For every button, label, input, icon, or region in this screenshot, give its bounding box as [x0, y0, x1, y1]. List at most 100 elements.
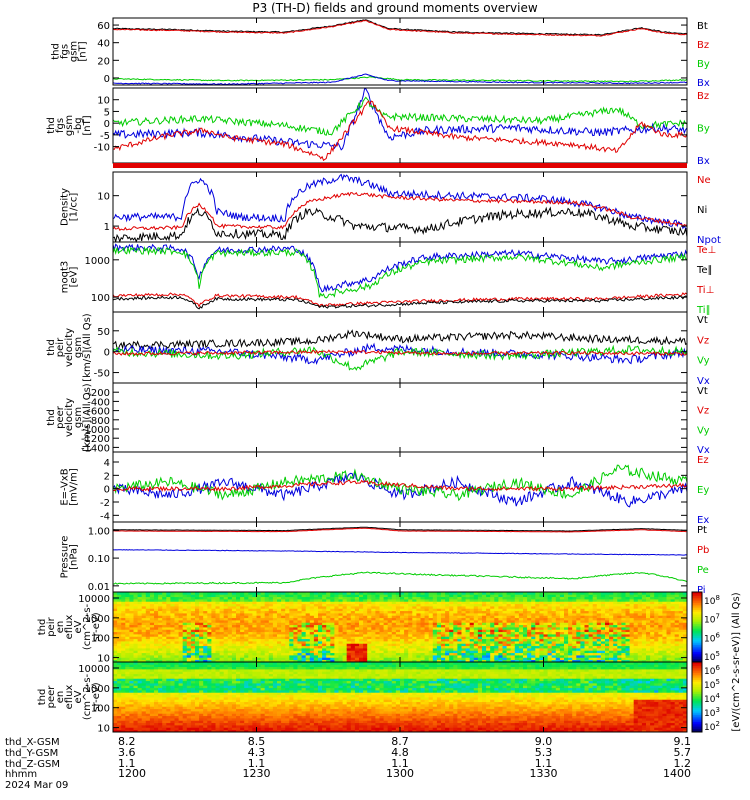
heatmap-cell [137, 720, 143, 724]
heatmap-cell [350, 622, 356, 626]
heatmap-cell [625, 624, 630, 628]
heatmap-cell [621, 615, 626, 619]
heatmap-cell [227, 627, 233, 630]
heatmap-cell [145, 655, 151, 658]
heatmap-cell [629, 627, 635, 630]
heatmap-cell [387, 655, 393, 658]
heatmap-cell [113, 641, 118, 644]
heatmap-cell [674, 601, 680, 605]
heatmap-cell [523, 643, 528, 647]
heatmap-cell [514, 613, 520, 616]
heatmap-cell [227, 615, 233, 619]
heatmap-cell [149, 683, 155, 686]
heatmap-cell [621, 596, 626, 600]
heatmap-cell [129, 627, 134, 630]
heatmap-cell [178, 596, 184, 600]
heatmap-cell [309, 601, 315, 605]
heatmap-cell [682, 645, 688, 649]
heatmap-cell [121, 629, 126, 633]
ylabel-line: E=-VxB [60, 468, 71, 505]
heatmap-cell [469, 655, 475, 658]
heatmap-cell [654, 608, 659, 612]
heatmap-cell [326, 606, 331, 609]
heatmap-cell [613, 617, 618, 621]
y-tick-label: -4 [100, 511, 110, 522]
heatmap-cell [301, 624, 307, 628]
heatmap-cell [117, 678, 122, 682]
heatmap-cell [379, 634, 384, 637]
heatmap-cell [473, 641, 479, 644]
heatmap-cell [182, 599, 188, 602]
heatmap-cell [592, 641, 598, 644]
heatmap-cell [154, 699, 159, 703]
heatmap-cell [236, 641, 241, 644]
heatmap-cell [129, 680, 134, 684]
heatmap-cell [510, 634, 516, 637]
heatmap-cell [535, 638, 540, 642]
heatmap-cell [350, 610, 356, 614]
heatmap-cell [236, 634, 241, 637]
heatmap-cell [207, 620, 212, 623]
heatmap-cell [391, 655, 397, 658]
heatmap-cell [252, 641, 257, 644]
heatmap-cell [609, 648, 614, 651]
heatmap-cell [514, 622, 520, 626]
heatmap-cell [215, 608, 220, 612]
heatmap-cell [490, 645, 495, 649]
heatmap-cell [330, 615, 335, 619]
heatmap-cell [658, 655, 663, 658]
heatmap-cell [166, 706, 171, 710]
heatmap-cell [231, 638, 237, 642]
heatmap-cell [199, 603, 204, 607]
y-tick-label: -5 [100, 131, 110, 142]
heatmap-cell [588, 610, 594, 614]
heatmap-cell [584, 643, 589, 647]
heatmap-cell [240, 636, 245, 640]
heatmap-cell [125, 652, 130, 656]
heatmap-cell [346, 606, 352, 609]
heatmap-cell [572, 634, 577, 637]
heatmap-cell [338, 629, 343, 633]
heatmap-cell [305, 638, 311, 642]
heatmap-cell [326, 608, 331, 612]
heatmap-cell [477, 652, 483, 656]
heatmap-cell [588, 650, 594, 654]
heatmap-cell [662, 622, 667, 626]
heatmap-cell [682, 592, 688, 595]
heatmap-cell [465, 659, 471, 663]
heatmap-cell [207, 615, 212, 619]
heatmap-cell [453, 627, 458, 630]
heatmap-cell [543, 599, 548, 602]
heatmap-cell [441, 652, 446, 656]
heatmap-cell [326, 645, 331, 649]
heatmap-cell [318, 606, 323, 609]
heatmap-cell [359, 641, 364, 644]
heatmap-cell [330, 645, 335, 649]
heatmap-cell [141, 652, 147, 656]
heatmap-cell [461, 636, 466, 640]
heatmap-cell [158, 715, 163, 719]
heatmap-cell [428, 641, 434, 644]
heatmap-cell [641, 606, 647, 609]
heatmap-cell [240, 655, 245, 658]
heatmap-cell [637, 627, 643, 630]
heatmap-cell [568, 634, 573, 637]
heatmap-cell [309, 613, 315, 616]
heatmap-cell [453, 608, 458, 612]
heatmap-cell [309, 596, 315, 600]
heatmap-cell [547, 652, 553, 656]
heatmap-cell [207, 624, 212, 628]
heatmap-cell [506, 636, 512, 640]
heatmap-cell [666, 629, 671, 633]
heatmap-cell [133, 643, 138, 647]
heatmap-cell [576, 596, 581, 600]
heatmap-cell [400, 620, 405, 623]
heatmap-cell [637, 648, 643, 651]
heatmap-cell [637, 622, 643, 626]
heatmap-cell [383, 659, 389, 663]
heatmap-cell [596, 603, 602, 607]
heatmap-cell [293, 652, 298, 656]
heatmap-cell [252, 624, 257, 628]
heatmap-cell [547, 603, 553, 607]
